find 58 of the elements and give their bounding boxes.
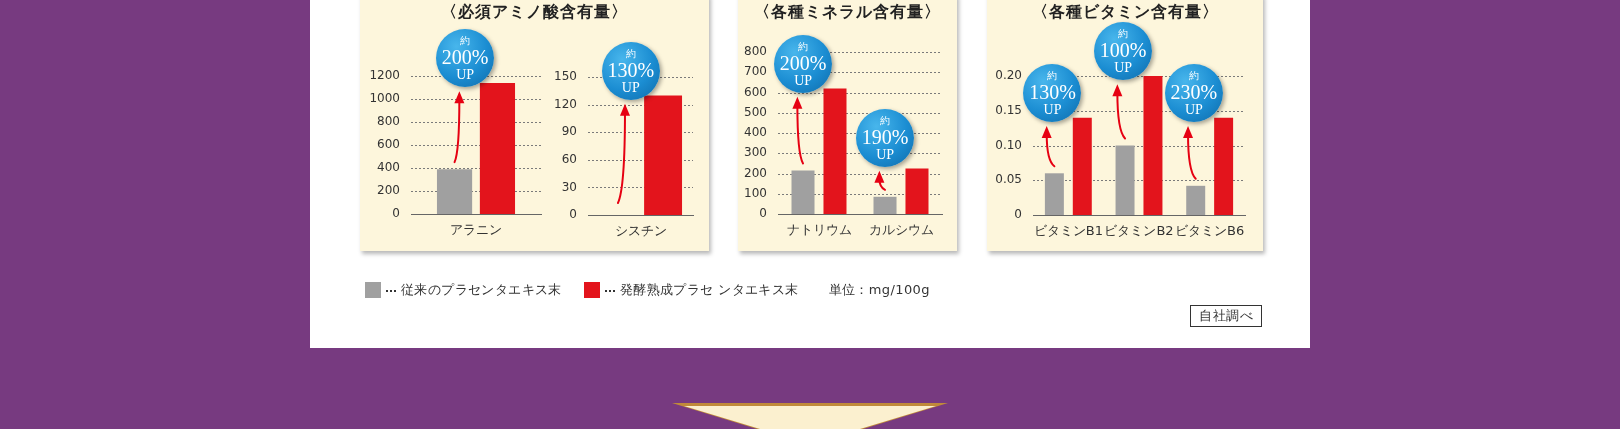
y-tick-label: 60 [561,151,577,166]
legend-label: 従来のプラセンタエキス末 [383,281,562,299]
y-tick-label: 200 [744,165,767,180]
y-tick-label: 0.15 [995,102,1022,117]
y-tick-label: 120 [554,96,577,111]
bar [1214,117,1234,215]
y-tick-label: 0.10 [995,137,1022,152]
y-tick-label: 400 [744,125,767,140]
bar [1115,145,1135,215]
y-tick-label: 800 [744,44,767,59]
y-tick-label: 600 [744,84,767,99]
bar [873,196,897,214]
y-tick-label: 1200 [369,68,400,83]
y-tick-label: 0 [392,206,400,221]
bar [1044,173,1064,215]
x-tick-label: カルシウム [868,222,934,238]
x-tick-label: ビタミンB1 [1033,223,1103,239]
y-tick-label: 500 [744,104,767,119]
text: 自社調べ [1190,305,1262,327]
y-tick-label: 150 [554,69,577,84]
annotation: 約 130% UP [606,47,656,95]
chart-title: 〈各種ミネラル含有量〉 [753,2,942,22]
bar [1186,185,1206,215]
annotation: 約 230% UP [1169,70,1219,118]
y-tick-label: 800 [377,114,400,129]
chart-title: 〈必須アミノ酸含有量〉 [440,2,629,22]
y-tick-label: 0 [569,207,577,222]
bar [791,170,815,214]
y-tick-label: 30 [561,179,577,194]
annotation: 約 100% UP [1098,28,1148,76]
x-tick-label: ナトリウム [786,222,852,238]
y-tick-label: 0 [759,206,767,221]
y-tick-label: 600 [377,137,400,152]
annotation: 約 200% UP [778,40,828,88]
text: 単位：mg/100g [828,281,930,299]
annotation: 約 190% UP [860,114,910,162]
y-tick-label: 1000 [369,91,400,106]
bar [823,88,847,214]
chart-title: 〈各種ビタミン含有量〉 [1030,2,1220,22]
y-tick-label: 400 [377,160,400,175]
x-tick-label: シスチン [614,223,667,239]
x-tick-label: アラニン [450,222,502,238]
x-tick-label: ビタミンB6 [1175,223,1245,239]
y-tick-label: 200 [377,183,400,198]
y-tick-label: 0.20 [995,68,1022,83]
y-tick-label: 90 [561,124,577,139]
annotation: 約 200% UP [440,35,490,83]
bar [1072,117,1092,215]
y-tick-label: 0 [1014,207,1022,222]
legend-label: 発酵熟成プラセ ンタエキス末 [601,281,799,299]
x-tick-label: ビタミンB2 [1104,223,1174,239]
y-tick-label: 0.05 [995,172,1022,187]
y-tick-label: 300 [744,145,767,160]
y-tick-label: 700 [744,64,767,79]
y-tick-label: 100 [744,185,767,200]
annotation: 約 130% UP [1028,70,1077,118]
bar [905,168,929,214]
bar [1143,76,1163,215]
